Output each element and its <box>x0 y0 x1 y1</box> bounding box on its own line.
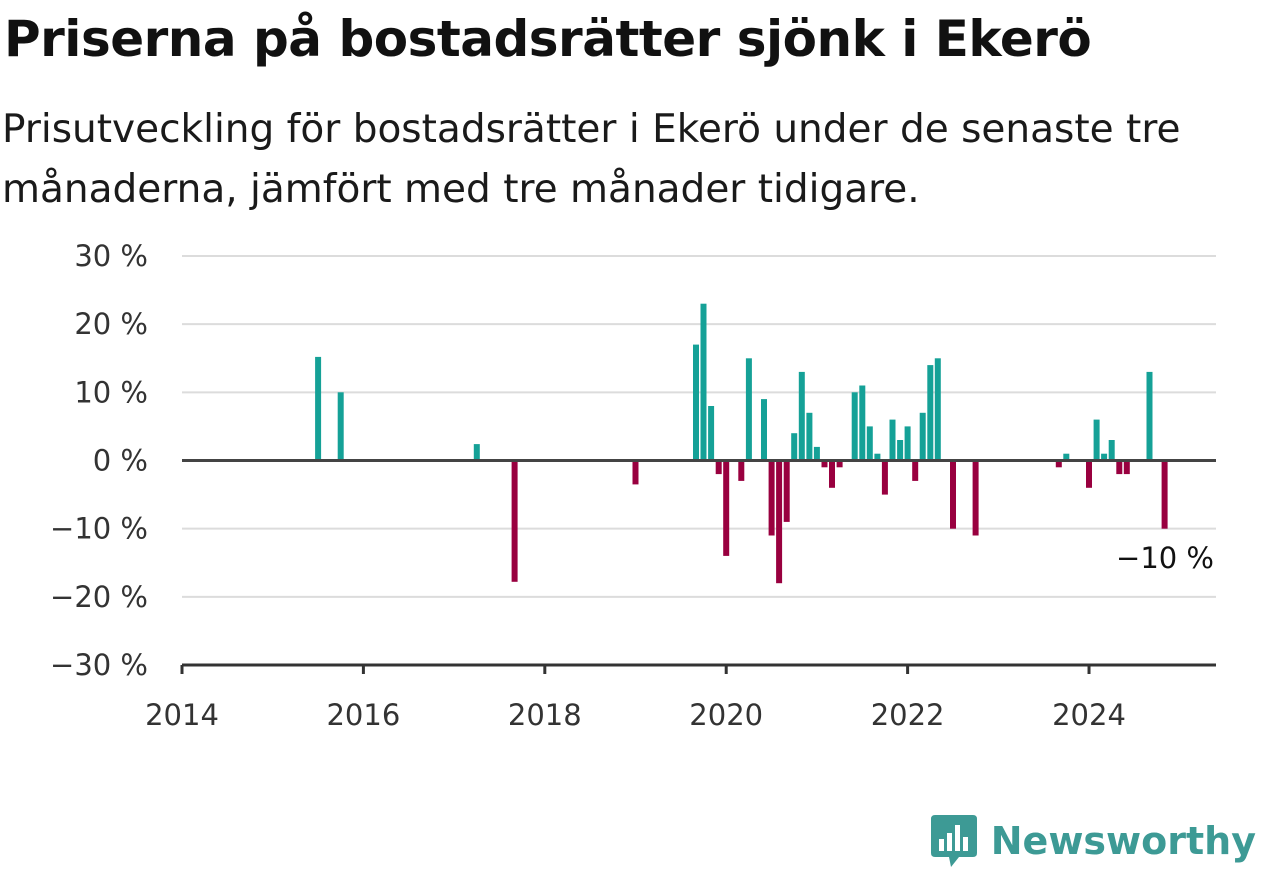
x-tick-label: 2020 <box>689 698 763 732</box>
bar <box>632 460 639 485</box>
y-tick-label: 20 % <box>74 307 148 341</box>
chart-title: Priserna på bostadsrätter sjönk i Ekerö <box>4 10 1092 68</box>
bar <box>1063 453 1070 461</box>
bar <box>783 460 790 522</box>
y-tick-label: 10 % <box>74 375 148 409</box>
bar <box>473 444 480 461</box>
bar <box>927 365 934 461</box>
bar <box>919 412 926 461</box>
bar <box>511 460 518 582</box>
bar <box>791 433 798 461</box>
bar <box>1108 440 1115 461</box>
chart-subtitle: Prisutveckling för bostadsrätter i Ekerö… <box>2 107 1181 212</box>
gridlines <box>182 255 1216 598</box>
y-tick-label: −10 % <box>50 512 148 546</box>
axis-labels: 30 % 20 % 10 % 0 % −10 % −20 % −30 % 2014 2016 20… <box>50 239 1214 732</box>
bar-chart: 30 % 20 % 10 % 0 % −10 % −20 % −30 % 2014 2016 20… <box>50 239 1216 732</box>
bar <box>950 460 956 529</box>
bar <box>1093 419 1100 461</box>
y-tick-label: −20 % <box>50 580 148 614</box>
bar <box>859 385 866 461</box>
bar <box>1116 460 1123 475</box>
bar <box>972 460 979 536</box>
x-tick-label: 2022 <box>871 698 945 732</box>
x-tick-label: 2018 <box>508 698 582 732</box>
bar <box>836 460 843 468</box>
bar <box>723 460 730 556</box>
bar <box>912 460 919 481</box>
bar <box>798 371 805 461</box>
bar <box>874 453 881 461</box>
newsworthy-logo: Newsworthy <box>929 813 1256 869</box>
x-tick-label: 2016 <box>326 698 400 732</box>
bar <box>829 460 835 488</box>
bar <box>315 356 322 461</box>
bar <box>693 344 699 461</box>
x-tick-label: 2024 <box>1052 698 1126 732</box>
bar <box>806 412 813 461</box>
newsworthy-logo-text: Newsworthy <box>990 819 1256 863</box>
bar <box>1055 460 1062 468</box>
latest-value-label: −10 % <box>1116 541 1214 575</box>
bar <box>768 460 775 536</box>
bar <box>1146 371 1153 461</box>
bar <box>1161 460 1168 529</box>
bar <box>337 392 344 461</box>
y-tick-label: 0 % <box>93 444 148 478</box>
newsworthy-logo-icon <box>930 815 977 867</box>
bar <box>700 303 707 461</box>
y-tick-label: −30 % <box>50 648 148 682</box>
bar <box>1123 460 1130 475</box>
bar <box>821 460 828 468</box>
bar <box>889 419 896 461</box>
bar <box>1101 453 1108 461</box>
bars <box>315 303 1168 584</box>
bar <box>813 446 820 461</box>
bar <box>715 460 722 475</box>
bar <box>934 358 941 461</box>
bar <box>851 392 858 461</box>
bar <box>738 460 745 481</box>
bar <box>761 399 767 461</box>
y-tick-label: 30 % <box>74 239 148 273</box>
bar <box>866 426 873 461</box>
bar <box>776 460 783 584</box>
bar <box>881 460 888 495</box>
bar <box>745 358 752 461</box>
bar <box>1086 460 1092 488</box>
bar <box>897 440 904 461</box>
bar <box>708 406 715 461</box>
bar <box>904 426 911 461</box>
x-tick-label: 2014 <box>145 698 219 732</box>
axes <box>180 459 1216 674</box>
